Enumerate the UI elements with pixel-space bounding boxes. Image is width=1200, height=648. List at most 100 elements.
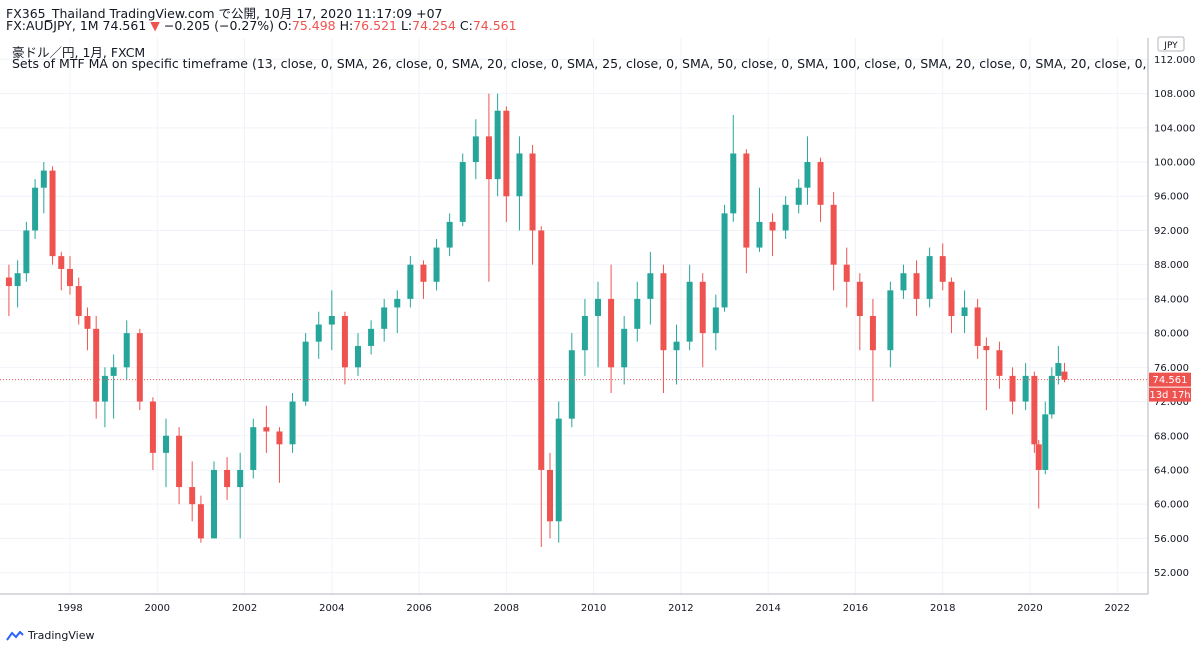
open-label: O:: [278, 18, 292, 33]
tradingview-brand: TradingView: [28, 629, 95, 642]
candle-body: [276, 431, 283, 445]
candle-body: [769, 221, 776, 231]
candle-body: [660, 273, 667, 351]
candle-body: [948, 281, 955, 316]
candle-body: [961, 307, 968, 316]
candle-body: [516, 153, 523, 197]
candle-body: [328, 316, 335, 325]
publish-line: FX365_Thailand TradingView.com で公開, 10月 …: [6, 6, 443, 21]
close-label: C:: [459, 18, 473, 33]
time-tick-label: 2004: [319, 603, 344, 614]
candle-body: [795, 187, 802, 205]
candle-body: [503, 110, 510, 197]
candle-body: [224, 469, 231, 488]
candle-body: [913, 273, 920, 299]
bar-countdown-label: 13d 17h: [1149, 390, 1190, 401]
candle-body: [163, 435, 169, 453]
currency-badge[interactable]: [1157, 36, 1185, 52]
price-tick-label: 80.000: [1154, 329, 1189, 340]
price-tick-label: 60.000: [1154, 500, 1189, 511]
time-tick-label: 2002: [232, 603, 257, 614]
candle-body: [433, 247, 440, 282]
candle-body: [712, 307, 719, 334]
price-tick-label: 76.000: [1154, 363, 1189, 374]
candle-body: [14, 273, 21, 287]
high-label: H:: [339, 18, 354, 33]
bar-countdown-tag: [1149, 387, 1191, 402]
candle-body: [634, 298, 641, 329]
price-tick-label: 64.000: [1154, 465, 1189, 476]
candle-body: [547, 469, 553, 522]
candle-body: [211, 469, 217, 539]
time-tick-label: 2000: [145, 603, 170, 614]
time-tick-label: 2010: [581, 603, 606, 614]
footer: TradingView: [6, 629, 94, 642]
candle-body: [110, 367, 117, 376]
candle-body: [263, 427, 270, 432]
candle-body: [84, 316, 91, 329]
candle-body: [1055, 363, 1062, 376]
candle-body: [75, 286, 82, 316]
candle-body: [595, 298, 601, 316]
candle-body: [93, 328, 100, 402]
candle-body: [446, 221, 453, 248]
symbol-label: FX:AUDJPY, 1M 74.561: [6, 18, 147, 33]
candle-body: [407, 264, 414, 299]
time-tick-label: 1998: [57, 603, 82, 614]
candle-body: [843, 264, 850, 282]
candle-body: [355, 345, 361, 368]
candle-body: [756, 221, 763, 248]
price-tick-label: 104.000: [1154, 123, 1195, 134]
currency-label: JPY: [1163, 41, 1178, 51]
candle-body: [315, 324, 322, 342]
indicator-legend[interactable]: Sets of MTF MA on specific timeframe (13…: [12, 56, 1148, 71]
candle-body: [49, 170, 56, 257]
current-price-tag-label: 74.561: [1153, 375, 1188, 386]
tradingview-logo-icon: [6, 630, 24, 641]
candle-body: [23, 230, 30, 274]
candle-body: [608, 298, 615, 368]
candle-body: [1061, 371, 1068, 380]
time-tick-label: 2020: [1017, 603, 1042, 614]
candle-body: [459, 162, 466, 222]
time-tick-label: 2006: [406, 603, 431, 614]
candle-body: [686, 281, 693, 342]
change-down-arrow-icon: ▼: [150, 18, 160, 33]
candle-body: [394, 298, 401, 308]
candle-body: [289, 401, 296, 445]
time-tick-label: 2018: [930, 603, 955, 614]
candle-body: [817, 162, 824, 205]
candle-body: [494, 110, 501, 180]
candle-body: [40, 170, 47, 188]
candle-body: [32, 187, 39, 231]
candle-body: [237, 469, 244, 488]
candle-body: [926, 256, 933, 299]
candle-body: [804, 162, 811, 188]
candle-body: [887, 290, 894, 351]
price-tick-label: 108.000: [1154, 89, 1195, 100]
candle-body: [621, 328, 628, 368]
candle-body: [538, 230, 545, 470]
candle-body: [485, 136, 492, 180]
candle-body: [699, 281, 706, 334]
low-value: 74.254: [412, 18, 456, 33]
price-axis[interactable]: 52.000 56.000 60.000 64.000 68.000 72.000 76.0…: [1154, 55, 1195, 579]
candle-body: [472, 136, 479, 163]
candle-body: [341, 316, 348, 368]
price-tick-label: 100.000: [1154, 158, 1195, 169]
candle-body: [900, 273, 907, 291]
current-price-tag: [1149, 372, 1191, 387]
candle-body: [856, 281, 863, 316]
candle-body: [197, 504, 204, 539]
candle-body: [974, 307, 981, 346]
time-axis[interactable]: 1998 2000 2002 2004 2006 2008 2010 2012 2014 2016…: [57, 603, 1130, 614]
candle-body: [1048, 375, 1055, 415]
candle-body: [1031, 375, 1038, 445]
candle-body: [568, 350, 575, 419]
candle-body: [555, 418, 562, 522]
series-legend-title[interactable]: 豪ドル／円, 1月, FXCM: [12, 45, 146, 60]
candle-body: [368, 328, 375, 346]
candle-body: [830, 204, 837, 265]
candle-body: [939, 256, 946, 282]
